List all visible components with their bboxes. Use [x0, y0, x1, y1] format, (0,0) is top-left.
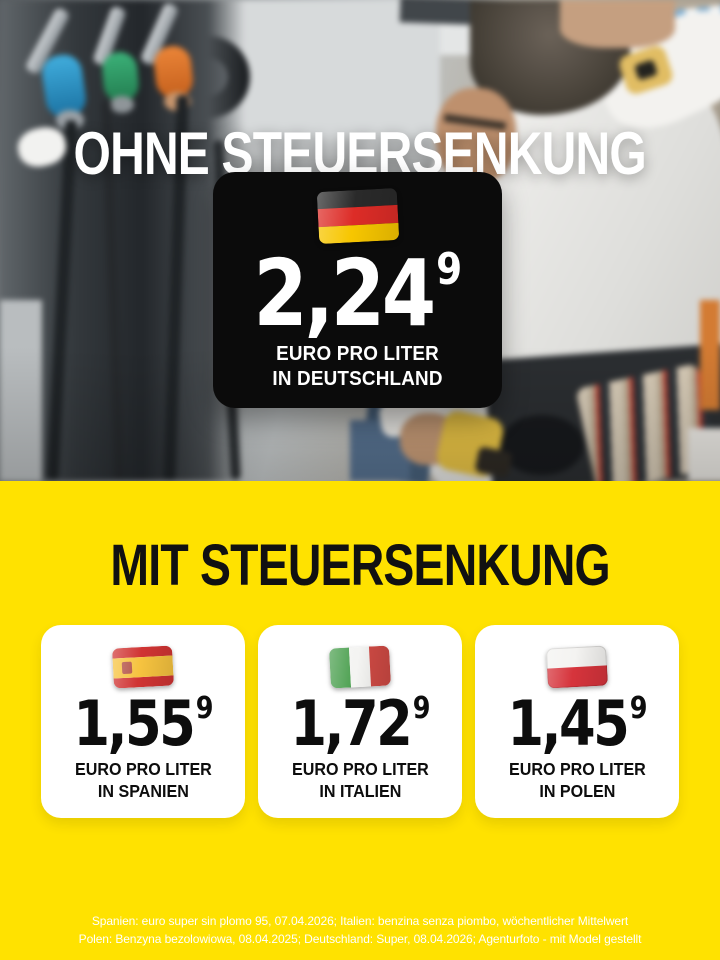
spain-price-card: 1,55 9 EURO PRO LITER IN SPANIEN	[41, 625, 245, 818]
spain-price-label: EURO PRO LITER IN SPANIEN	[75, 759, 212, 803]
price-value: 1,72	[289, 687, 412, 760]
italy-price-card: 1,72 9 EURO PRO LITER IN ITALIEN	[258, 625, 462, 818]
spain-flag-icon	[111, 645, 175, 689]
photo-pillar	[0, 300, 42, 481]
price-label-line1: EURO PRO LITER	[508, 758, 646, 779]
price-label-line2: IN DEUTSCHLAND	[272, 367, 443, 391]
price-value: 2,24	[253, 240, 436, 347]
photo-orange-object	[700, 300, 720, 410]
source-footnote: Spanien: euro super sin plomo 95, 07.04.…	[0, 912, 720, 949]
italy-flag-icon	[328, 645, 392, 689]
gas-station-photo	[0, 0, 720, 481]
country-cards-row: 1,55 9 EURO PRO LITER IN SPANIEN 1,72	[0, 625, 720, 818]
price-value: 1,45	[506, 687, 629, 760]
gas-station-photo-section: OHNE STEUERSENKUNG 2,24 9 EURO PRO LITER…	[0, 0, 720, 481]
photo-fuel-flap	[500, 415, 584, 475]
italy-price: 1,72 9	[289, 687, 431, 760]
italy-price-label: EURO PRO LITER IN ITALIEN	[292, 759, 429, 803]
poland-price-card: 1,45 9 EURO PRO LITER IN POLEN	[475, 625, 679, 818]
price-label-line1: EURO PRO LITER	[74, 758, 212, 779]
bottom-heading-text: MIT STEUERSENKUNG	[110, 533, 610, 598]
price-superscript: 9	[629, 691, 648, 726]
price-label-line2: IN SPANIEN	[97, 780, 189, 801]
tax-cut-section: MIT STEUERSENKUNG 1,55 9 EURO PRO LITER …	[0, 481, 720, 960]
price-label-line2: IN ITALIEN	[318, 780, 401, 801]
photo-man-hand	[560, 0, 675, 48]
germany-flag-icon	[316, 187, 399, 245]
price-label-line1: EURO PRO LITER	[291, 758, 429, 779]
price-label-line2: IN POLEN	[538, 780, 616, 801]
bottom-heading: MIT STEUERSENKUNG	[0, 481, 720, 595]
footnote-line1: Spanien: euro super sin plomo 95, 07.04.…	[91, 913, 629, 928]
photo-light-blob	[688, 428, 720, 481]
germany-price-card: 2,24 9 EURO PRO LITER IN DEUTSCHLAND	[213, 172, 502, 408]
poland-price-label: EURO PRO LITER IN POLEN	[509, 759, 646, 803]
germany-price: 2,24 9	[253, 240, 462, 347]
spain-price: 1,55 9	[72, 687, 214, 760]
price-superscript: 9	[195, 691, 214, 726]
price-label-line1: EURO PRO LITER	[276, 342, 439, 366]
poland-price: 1,45 9	[506, 687, 648, 760]
footnote-line2: Polen: Benzyna bezolowiowa, 08.04.2025; …	[78, 932, 642, 947]
price-superscript: 9	[435, 244, 462, 295]
poland-flag-icon	[545, 645, 609, 689]
price-value: 1,55	[72, 687, 195, 760]
price-superscript: 9	[412, 691, 431, 726]
germany-price-label: EURO PRO LITER IN DEUTSCHLAND	[272, 341, 442, 391]
photo-nozzle-collar	[110, 96, 134, 113]
photo-man-face	[436, 88, 516, 183]
